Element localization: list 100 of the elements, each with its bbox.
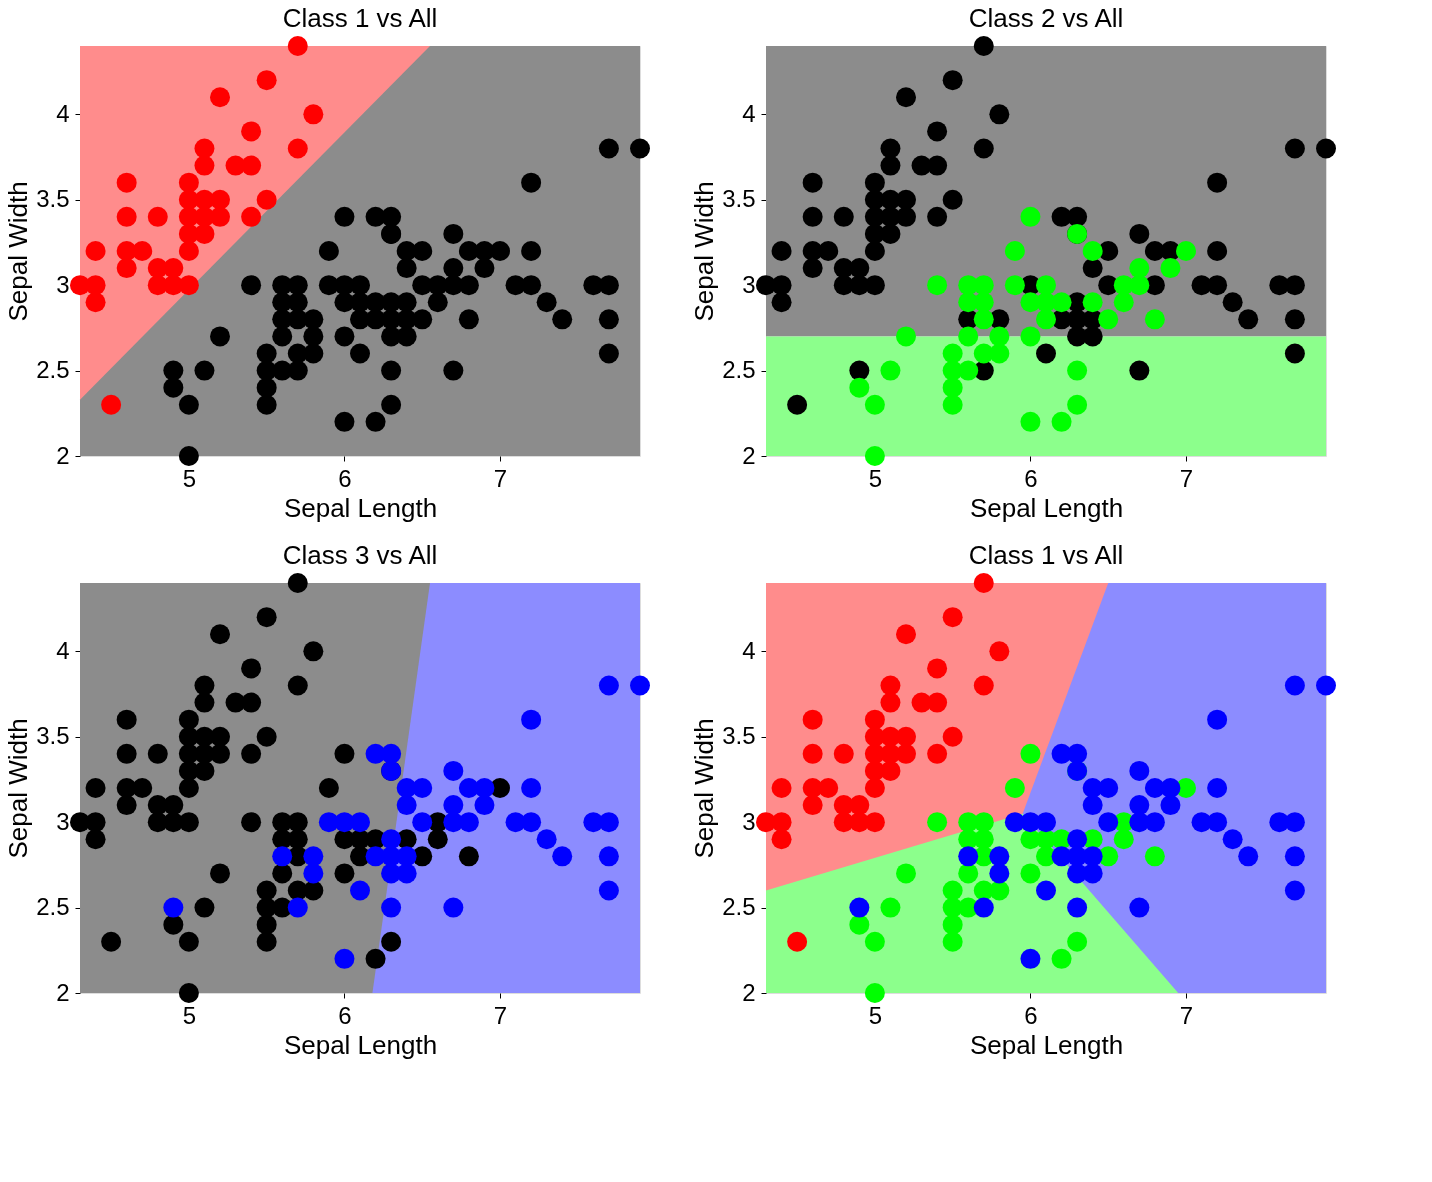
point xyxy=(1036,309,1056,330)
point xyxy=(443,795,464,816)
point xyxy=(256,189,277,210)
chart-title: Class 1 vs All xyxy=(282,3,438,33)
point xyxy=(849,377,870,398)
point xyxy=(927,812,948,833)
point xyxy=(1284,846,1305,867)
point xyxy=(598,675,619,696)
point xyxy=(396,795,417,816)
x-tick-label: 5 xyxy=(182,464,197,492)
point xyxy=(318,812,339,833)
x-axis-title: Sepal Length xyxy=(283,1029,438,1060)
point xyxy=(927,275,948,296)
point xyxy=(896,624,916,645)
point xyxy=(896,726,916,747)
point xyxy=(287,36,308,56)
point xyxy=(1051,743,1072,764)
y-tick-label: 3.5 xyxy=(36,185,70,213)
point xyxy=(833,795,854,816)
point xyxy=(598,812,619,833)
point xyxy=(443,897,464,918)
point xyxy=(1020,292,1041,313)
point xyxy=(864,760,885,781)
point xyxy=(1020,411,1041,432)
point xyxy=(1129,760,1150,781)
point xyxy=(802,743,823,764)
point xyxy=(1222,829,1243,850)
point xyxy=(989,863,1010,884)
point xyxy=(381,863,402,884)
point xyxy=(942,880,963,901)
point xyxy=(1238,846,1259,867)
point xyxy=(1004,778,1025,798)
point xyxy=(833,812,854,833)
point xyxy=(552,846,573,867)
point xyxy=(989,846,1010,867)
point xyxy=(864,726,885,747)
point xyxy=(303,846,324,867)
x-tick-label: 5 xyxy=(182,1001,197,1029)
point xyxy=(287,897,308,918)
point xyxy=(989,641,1010,662)
point xyxy=(973,675,994,696)
point xyxy=(210,87,230,108)
point xyxy=(1284,880,1305,901)
x-tick-label: 6 xyxy=(1024,464,1038,492)
point xyxy=(864,983,885,1003)
point xyxy=(833,743,854,764)
point xyxy=(1067,863,1088,884)
point xyxy=(1036,880,1056,901)
point xyxy=(116,241,137,261)
y-tick-label: 3 xyxy=(742,270,756,298)
point xyxy=(101,394,122,415)
point xyxy=(973,275,994,296)
point xyxy=(381,846,402,867)
point xyxy=(194,206,215,227)
point xyxy=(942,931,963,952)
x-tick-label: 5 xyxy=(868,464,883,492)
point xyxy=(1129,897,1150,918)
point xyxy=(958,326,979,347)
y-tick-label: 2.5 xyxy=(36,356,70,384)
point xyxy=(787,931,808,952)
point xyxy=(1067,931,1088,952)
y-axis-title: Sepal Width xyxy=(689,718,720,859)
point xyxy=(1207,709,1228,730)
point xyxy=(194,155,215,176)
x-tick-label: 6 xyxy=(338,1001,352,1029)
point xyxy=(85,275,106,296)
x-tick-label: 5 xyxy=(868,1001,883,1029)
point xyxy=(194,138,215,159)
point xyxy=(1004,812,1025,833)
point xyxy=(942,394,963,415)
point xyxy=(598,846,619,867)
x-axis-title: Sepal Length xyxy=(283,492,438,523)
point xyxy=(1067,829,1088,850)
point xyxy=(802,709,823,730)
y-tick-label: 2 xyxy=(56,978,70,1006)
point xyxy=(1004,241,1025,261)
point xyxy=(1160,258,1181,279)
point xyxy=(85,292,106,313)
point xyxy=(1004,275,1025,296)
point xyxy=(1020,743,1041,764)
y-tick-label: 3.5 xyxy=(722,722,756,750)
point xyxy=(1082,795,1103,816)
point xyxy=(880,897,901,918)
chart-title: Class 3 vs All xyxy=(282,540,438,570)
point xyxy=(1144,846,1165,867)
point xyxy=(973,829,994,850)
point xyxy=(942,897,963,918)
point xyxy=(474,795,495,816)
point xyxy=(381,897,402,918)
point xyxy=(880,743,901,764)
point xyxy=(256,70,277,91)
point xyxy=(381,829,402,850)
point xyxy=(1129,258,1150,279)
point xyxy=(989,880,1010,901)
x-tick-label: 7 xyxy=(1179,464,1194,492)
point xyxy=(771,778,792,798)
y-tick-label: 2 xyxy=(742,441,756,469)
point xyxy=(973,573,994,593)
point xyxy=(303,104,324,125)
point xyxy=(771,829,792,850)
